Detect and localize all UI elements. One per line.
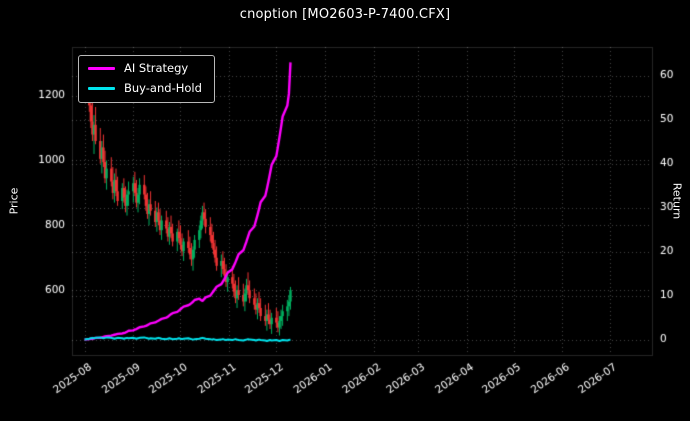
buy-and-hold-line-swatch	[88, 86, 115, 90]
legend-label: AI Strategy	[124, 61, 189, 75]
left-axis-label: Price	[7, 187, 21, 215]
legend-item-buy-and-hold: Buy-and-Hold	[88, 80, 202, 95]
ai-strategy-line-swatch	[88, 67, 115, 71]
legend-item-ai-strategy: AI Strategy	[88, 61, 202, 75]
right-axis-label: Return	[670, 182, 684, 220]
legend: AI Strategy Buy-and-Hold	[78, 55, 215, 103]
legend-label: Buy-and-Hold	[124, 80, 202, 95]
chart-title: cnoption [MO2603-P-7400.CFX]	[239, 7, 451, 22]
